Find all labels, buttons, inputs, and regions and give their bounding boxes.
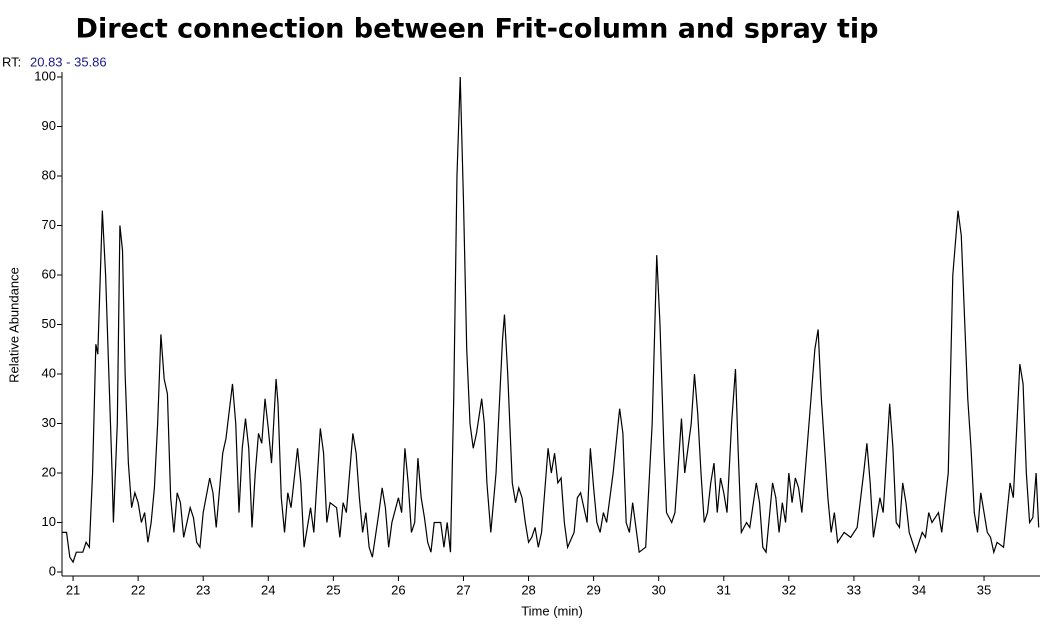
x-tick-label: 23 [196,582,210,597]
x-tick-label: 30 [651,582,665,597]
x-tick-label: 24 [261,582,275,597]
y-tick-label: 80 [42,167,56,182]
x-tick-label: 28 [521,582,535,597]
y-tick-label: 10 [42,514,56,529]
y-tick-label: 20 [42,464,56,479]
x-tick-label: 34 [912,582,926,597]
x-tick-label: 35 [977,582,991,597]
x-tick-label: 31 [717,582,731,597]
y-tick-label: 50 [42,316,56,331]
y-tick-label: 100 [34,68,56,83]
y-tick-label: 60 [42,266,56,281]
x-tick-label: 29 [586,582,600,597]
x-tick-label: 32 [782,582,796,597]
x-tick-label: 27 [456,582,470,597]
x-tick-label: 25 [326,582,340,597]
x-tick-label: 33 [847,582,861,597]
x-axis-label: Time (min) [521,603,583,618]
y-axis-label: Relative Abundance [6,267,21,383]
rt-range: 20.83 - 35.86 [30,54,107,69]
y-tick-label: 70 [42,217,56,232]
y-tick-label: 90 [42,118,56,133]
x-tick-label: 21 [66,582,80,597]
y-tick-label: 40 [42,365,56,380]
x-tick-label: 26 [391,582,405,597]
x-tick-label: 22 [131,582,145,597]
chart-title: Direct connection between Frit-column an… [76,14,879,45]
trace [62,76,1040,564]
rt-label: RT: [2,54,21,69]
y-tick-label: 0 [49,563,56,578]
y-tick-label: 30 [42,415,56,430]
